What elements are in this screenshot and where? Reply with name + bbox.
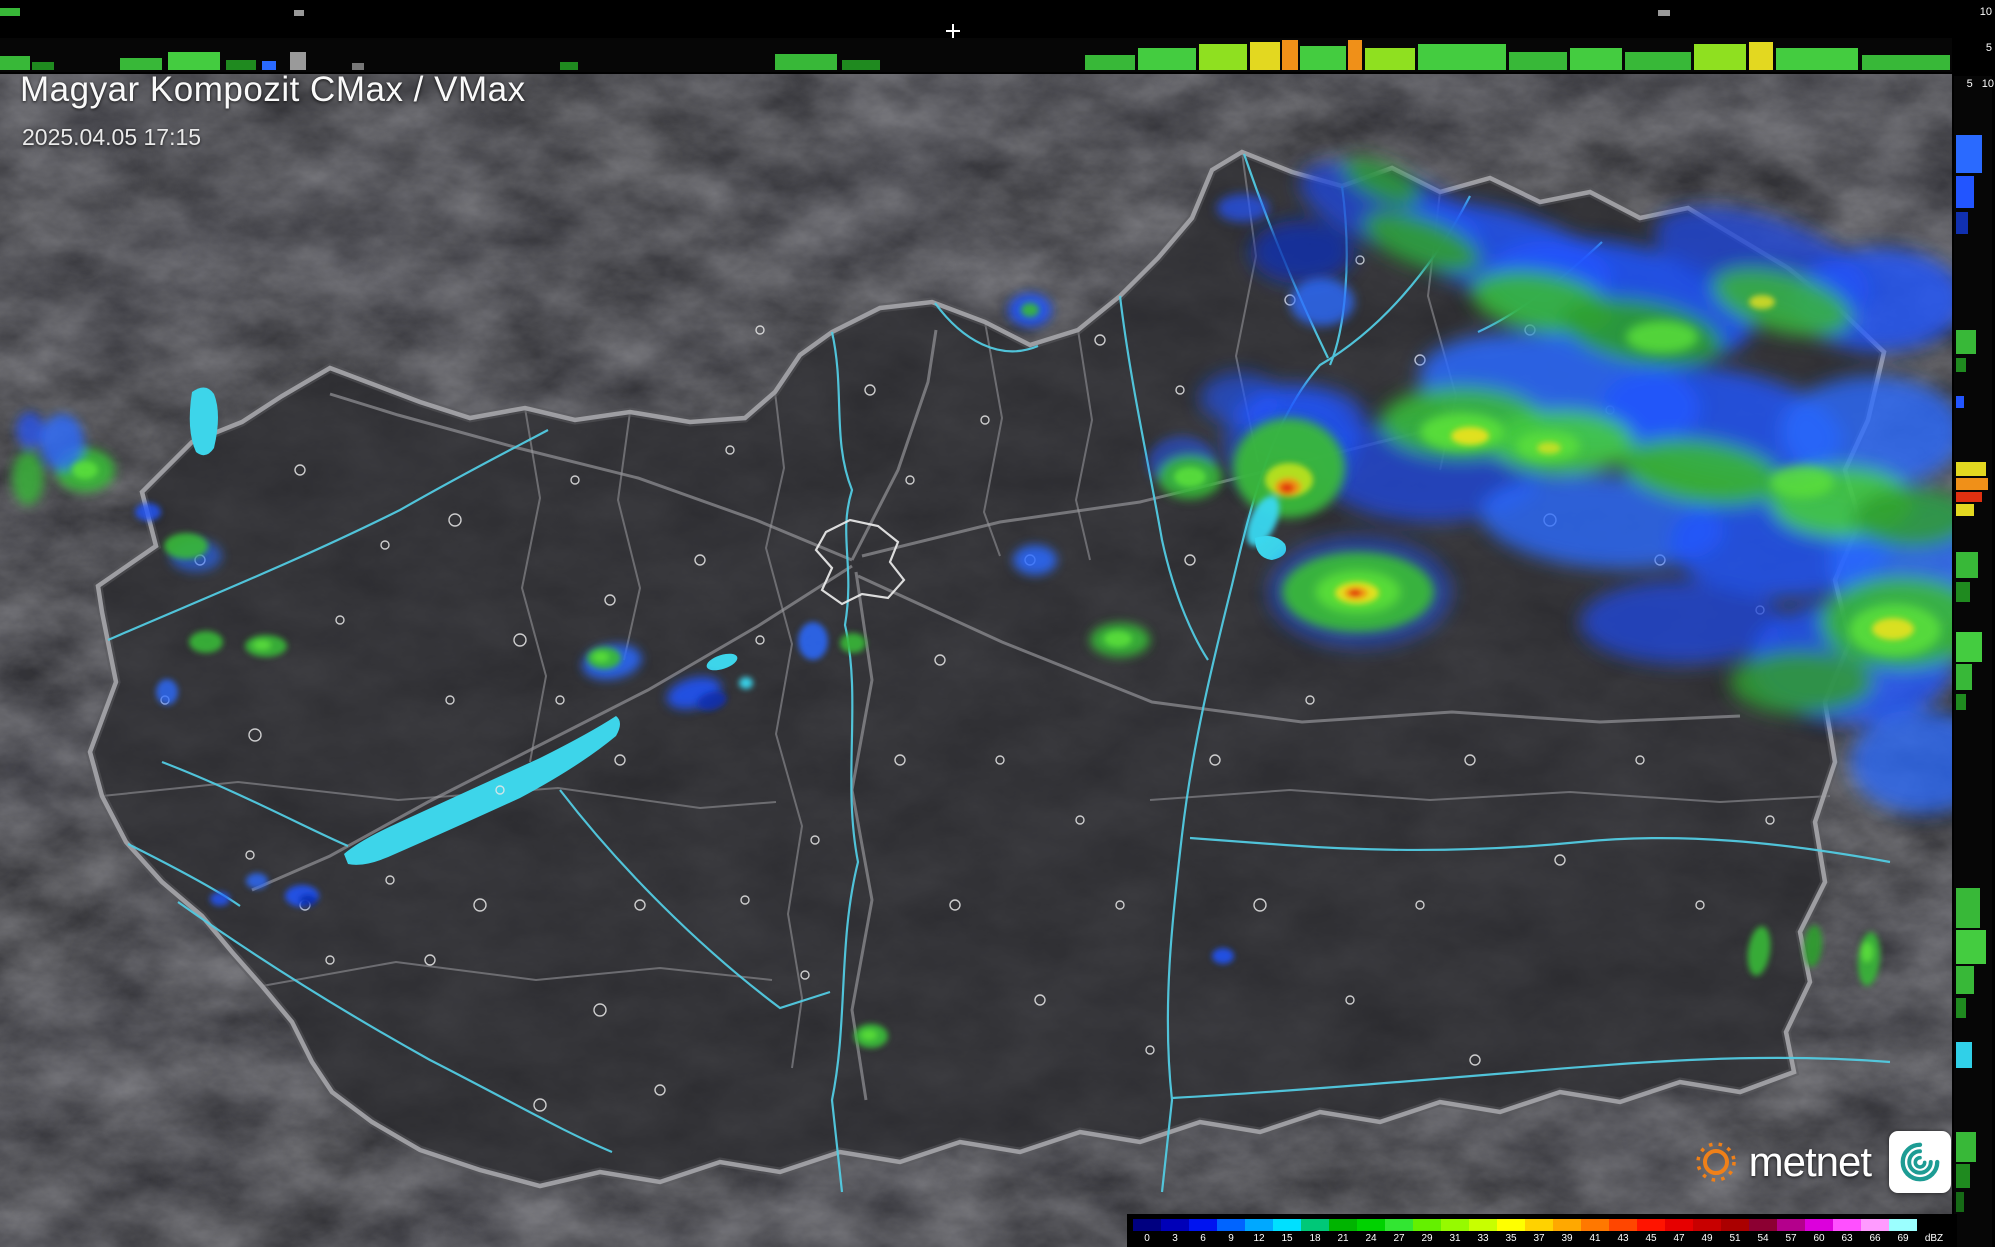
top-profile-strip <box>0 0 1995 74</box>
legend-cell: 37 <box>1525 1219 1553 1244</box>
legend-cell: 0 <box>1133 1219 1161 1244</box>
legend-cell: 49 <box>1693 1219 1721 1244</box>
right-axis-label-5: 5 <box>1966 78 1973 90</box>
legend-cell: 60 <box>1805 1219 1833 1244</box>
legend-cell: 24 <box>1357 1219 1385 1244</box>
legend-cell: 45 <box>1637 1219 1665 1244</box>
right-profile-strip <box>1952 0 1995 1247</box>
right-axis-label-10: 10 <box>1981 78 1994 90</box>
legend-unit-cell: dBZ <box>1917 1219 1951 1244</box>
legend-cell: 18 <box>1301 1219 1329 1244</box>
river-danube <box>830 331 860 1193</box>
radar-echoes-cores <box>72 295 1914 1048</box>
top-axis-label-10: 10 <box>1979 6 1992 18</box>
top-axis-label-5: 5 <box>1985 42 1992 54</box>
legend-cell: 69 <box>1889 1219 1917 1244</box>
lake-balaton <box>344 716 620 865</box>
legend-cell: 12 <box>1245 1219 1273 1244</box>
sun-icon <box>1695 1142 1736 1182</box>
legend-cell: 57 <box>1777 1219 1805 1244</box>
crosshair-tick <box>946 24 960 38</box>
lake-velence <box>706 653 738 671</box>
legend-cell: 66 <box>1861 1219 1889 1244</box>
legend-cell: 47 <box>1665 1219 1693 1244</box>
legend-cell: 21 <box>1329 1219 1357 1244</box>
legend-cell: 6 <box>1189 1219 1217 1244</box>
legend-cell: 3 <box>1161 1219 1189 1244</box>
right-axis-labels: 5 10 <box>1967 79 1994 90</box>
dbz-legend: 0 3 6 9 12 15 18 21 24 27 29 31 33 35 37 39 41 43 45 47 49 51… <box>1127 1214 1957 1247</box>
page-title: Magyar Kompozit CMax / VMax <box>20 70 526 109</box>
legend-cell: 27 <box>1385 1219 1413 1244</box>
lakes <box>189 387 1287 865</box>
legend-cell: 63 <box>1833 1219 1861 1244</box>
legend-cell: 51 <box>1721 1219 1749 1244</box>
legend-cell: 9 <box>1217 1219 1245 1244</box>
legend-cell: 31 <box>1441 1219 1469 1244</box>
budapest-outline <box>814 518 906 606</box>
legend-cell: 29 <box>1413 1219 1441 1244</box>
spiral-icon <box>1889 1131 1951 1193</box>
river-tisza <box>1160 195 1471 1193</box>
timestamp: 2025.04.05 17:15 <box>22 124 202 150</box>
lake-ferto <box>189 387 218 456</box>
legend-unit: dBZ <box>1924 1233 1944 1244</box>
metnet-logo: metnet <box>1693 1131 1951 1193</box>
logo-text: metnet <box>1748 1138 1872 1185</box>
legend-cell: 41 <box>1581 1219 1609 1244</box>
legend-cell: 54 <box>1749 1219 1777 1244</box>
legend-cell: 15 <box>1273 1219 1301 1244</box>
legend-cell: 35 <box>1497 1219 1525 1244</box>
legend-cell: 33 <box>1469 1219 1497 1244</box>
legend-cell: 39 <box>1553 1219 1581 1244</box>
country-border <box>85 146 1889 1191</box>
legend-cells: 0 3 6 9 12 15 18 21 24 27 29 31 33 35 37 39 41 43 45 47 49 51… <box>1133 1219 1951 1244</box>
legend-cell: 43 <box>1609 1219 1637 1244</box>
